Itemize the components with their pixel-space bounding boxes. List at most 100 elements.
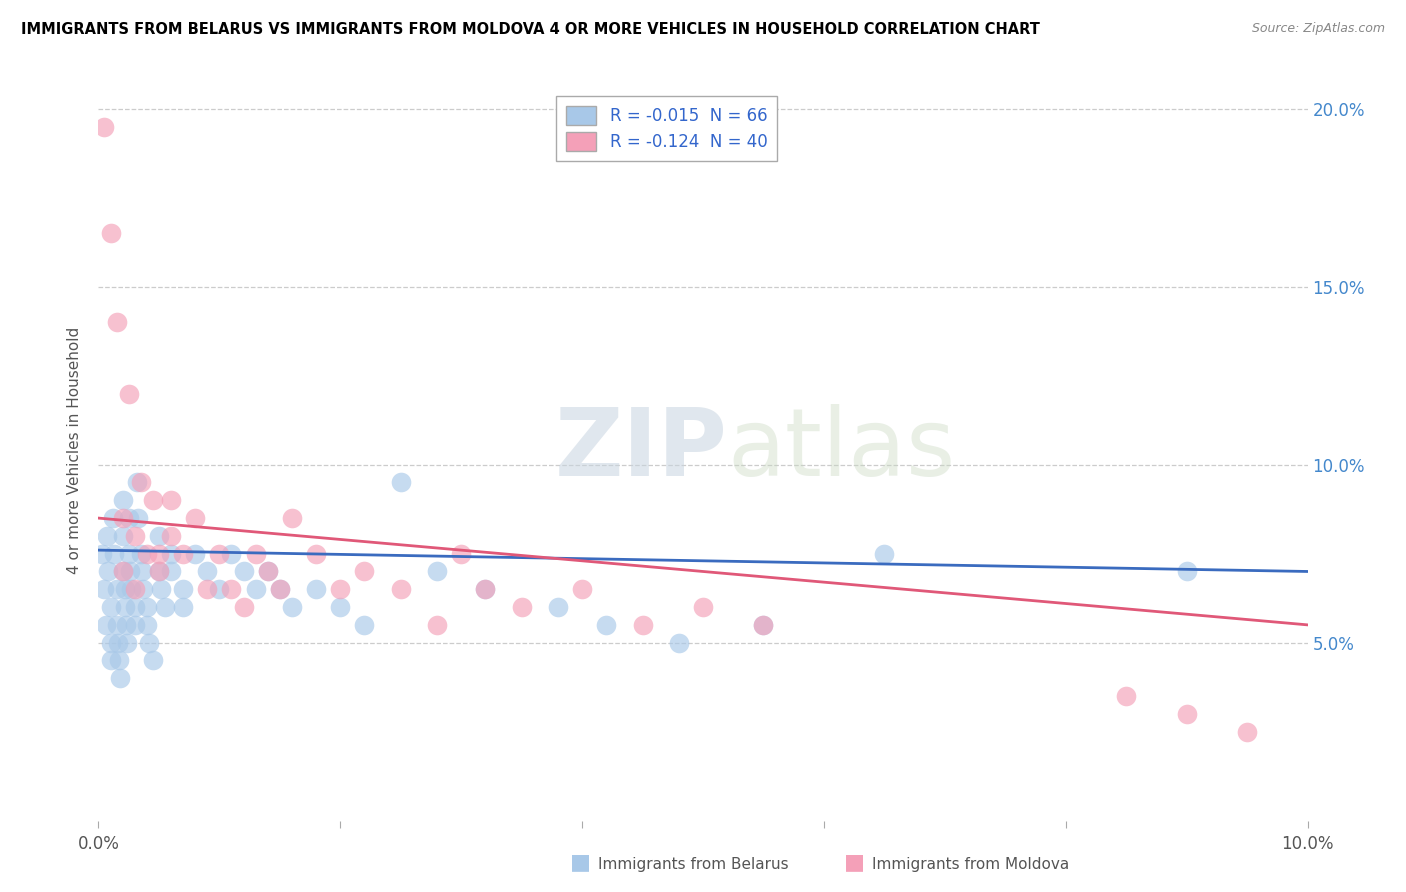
- Text: Immigrants from Belarus: Immigrants from Belarus: [598, 857, 789, 872]
- Point: [135, 547, 157, 561]
- Point: [269, 582, 291, 597]
- Point: [114, 600, 136, 615]
- Point: [129, 475, 152, 490]
- Point: [117, 635, 139, 649]
- Point: [1175, 706, 1198, 721]
- Point: [1236, 724, 1258, 739]
- Point: [389, 475, 412, 490]
- Point: [135, 618, 157, 632]
- Point: [111, 529, 134, 543]
- Point: [124, 529, 146, 543]
- Point: [105, 582, 128, 597]
- Point: [97, 565, 120, 579]
- Point: [94, 618, 117, 632]
- Point: [353, 565, 375, 579]
- Point: [105, 618, 128, 632]
- Point: [474, 582, 496, 597]
- Point: [150, 582, 173, 597]
- Point: [96, 529, 118, 543]
- Point: [426, 618, 449, 632]
- Point: [221, 582, 243, 597]
- Point: [256, 565, 278, 579]
- Point: [160, 493, 183, 508]
- Point: [111, 565, 134, 579]
- Point: [100, 227, 122, 241]
- Point: [450, 547, 472, 561]
- Point: [474, 582, 496, 597]
- Point: [118, 547, 141, 561]
- Text: IMMIGRANTS FROM BELARUS VS IMMIGRANTS FROM MOLDOVA 4 OR MORE VEHICLES IN HOUSEHO: IMMIGRANTS FROM BELARUS VS IMMIGRANTS FR…: [21, 22, 1040, 37]
- Point: [172, 582, 194, 597]
- Point: [510, 600, 533, 615]
- Point: [118, 511, 141, 525]
- Point: [305, 547, 328, 561]
- Y-axis label: 4 or more Vehicles in Household: 4 or more Vehicles in Household: [67, 326, 83, 574]
- Text: Immigrants from Moldova: Immigrants from Moldova: [872, 857, 1069, 872]
- Point: [269, 582, 291, 597]
- Point: [108, 653, 131, 667]
- Point: [329, 582, 352, 597]
- Point: [426, 565, 449, 579]
- Point: [752, 618, 775, 632]
- Point: [148, 529, 170, 543]
- Point: [221, 547, 243, 561]
- Point: [142, 493, 165, 508]
- Point: [160, 529, 183, 543]
- Point: [129, 547, 152, 561]
- Point: [547, 600, 569, 615]
- Point: [172, 600, 194, 615]
- Text: ZIP: ZIP: [554, 404, 727, 497]
- Point: [353, 618, 375, 632]
- Point: [232, 565, 254, 579]
- Point: [115, 618, 138, 632]
- Point: [107, 635, 129, 649]
- Point: [93, 120, 115, 134]
- Point: [111, 565, 134, 579]
- Point: [118, 565, 141, 579]
- Point: [105, 315, 128, 329]
- Point: [195, 565, 218, 579]
- Point: [208, 582, 231, 597]
- Text: atlas: atlas: [727, 404, 956, 497]
- Point: [124, 618, 146, 632]
- Point: [100, 600, 122, 615]
- Point: [148, 547, 170, 561]
- Point: [281, 600, 304, 615]
- Point: [111, 493, 134, 508]
- Point: [101, 511, 124, 525]
- Point: [281, 511, 304, 525]
- Point: [142, 653, 165, 667]
- Text: ■: ■: [569, 853, 591, 872]
- Point: [389, 582, 412, 597]
- Point: [184, 547, 207, 561]
- Point: [103, 547, 125, 561]
- Point: [127, 475, 149, 490]
- Point: [1175, 565, 1198, 579]
- Point: [329, 600, 352, 615]
- Point: [114, 582, 136, 597]
- Point: [160, 565, 183, 579]
- Point: [91, 547, 114, 561]
- Point: [208, 547, 231, 561]
- Point: [124, 600, 146, 615]
- Point: [873, 547, 896, 561]
- Point: [631, 618, 654, 632]
- Point: [232, 600, 254, 615]
- Point: [305, 582, 328, 597]
- Point: [256, 565, 278, 579]
- Point: [184, 511, 207, 525]
- Point: [1115, 689, 1137, 703]
- Point: [93, 582, 115, 597]
- Point: [153, 600, 176, 615]
- Point: [245, 547, 267, 561]
- Point: [120, 582, 142, 597]
- Point: [111, 511, 134, 525]
- Point: [148, 565, 170, 579]
- Point: [135, 600, 157, 615]
- Point: [172, 547, 194, 561]
- Point: [100, 635, 122, 649]
- Legend: R = -0.015  N = 66, R = -0.124  N = 40: R = -0.015 N = 66, R = -0.124 N = 40: [557, 96, 778, 161]
- Text: ■: ■: [844, 853, 865, 872]
- Point: [571, 582, 593, 597]
- Point: [100, 653, 122, 667]
